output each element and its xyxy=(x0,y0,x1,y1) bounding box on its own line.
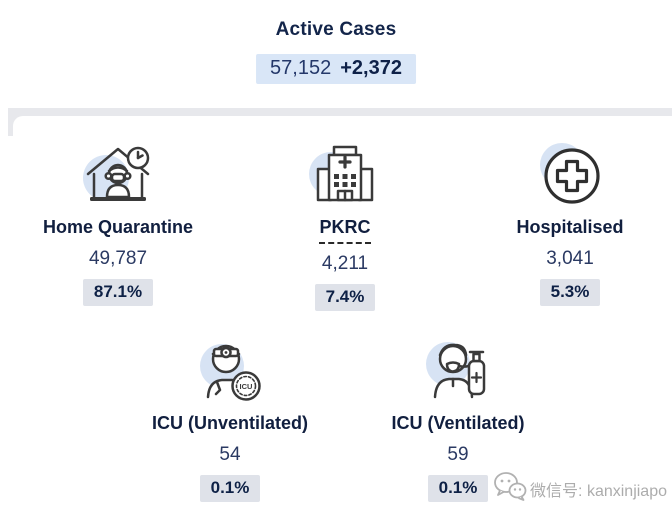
stat-value: 49,787 xyxy=(88,248,148,269)
page-title: Active Cases xyxy=(275,19,397,40)
stat-value: 54 xyxy=(219,444,241,465)
active-cases-total: 57,152 +2,372 xyxy=(256,54,416,84)
stat-percent-badge: 7.4% xyxy=(314,284,376,311)
stat-value: 59 xyxy=(447,444,469,465)
icu-badge-text: ICU xyxy=(240,382,253,391)
stat-percent-badge: 87.1% xyxy=(82,279,154,306)
stat-value: 3,041 xyxy=(546,248,594,269)
medical-cross-icon xyxy=(458,136,672,210)
stat-value: 4,211 xyxy=(321,253,369,274)
wechat-icon xyxy=(493,471,527,506)
stat-percent-badge: 0.1% xyxy=(199,475,261,502)
stat-label: Home Quarantine xyxy=(42,217,194,237)
stat-hospitalised: Hospitalised 3,041 5.3% xyxy=(458,136,672,306)
daily-change: +2,372 xyxy=(340,57,402,79)
stat-icu-ventilated: ICU (Ventilated) 59 0.1% xyxy=(346,332,570,502)
home-quarantine-icon xyxy=(6,136,230,210)
stat-label: ICU (Unventilated) xyxy=(151,413,308,433)
stat-percent-badge: 0.1% xyxy=(427,475,489,502)
icu-doctor-icon: ICU xyxy=(118,332,342,406)
icu-ventilator-icon xyxy=(346,332,570,406)
stat-home-quarantine: Home Quarantine 49,787 87.1% xyxy=(6,136,230,306)
watermark: 微信号: kanxinjiapo xyxy=(493,471,667,506)
total-count: 57,152 xyxy=(270,57,332,79)
hospital-building-icon xyxy=(233,136,457,210)
stat-icu-unventilated: ICU ICU (Unventilated) 54 0.1% xyxy=(118,332,342,502)
stat-pkrc: PKRC 4,211 7.4% xyxy=(233,136,457,311)
stat-label: Hospitalised xyxy=(516,217,624,237)
stat-label: ICU (Ventilated) xyxy=(391,413,525,433)
stat-label[interactable]: PKRC xyxy=(319,215,371,244)
watermark-text: 微信号: kanxinjiapo xyxy=(530,482,667,500)
stat-percent-badge: 5.3% xyxy=(539,279,601,306)
